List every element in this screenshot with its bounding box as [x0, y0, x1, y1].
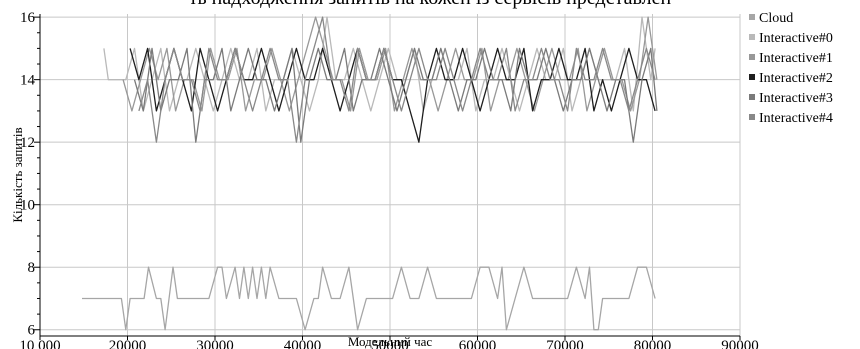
y-tick-label: 12 [20, 135, 35, 151]
y-tick-label: 14 [20, 73, 36, 89]
legend-swatch [749, 54, 755, 60]
legend-label: Interactive#0 [759, 31, 833, 46]
x-tick-label: 50000 [371, 338, 409, 349]
series-line [82, 266, 656, 331]
y-tick-label: 16 [20, 10, 36, 26]
y-axis-title: Кількість запитів [10, 127, 25, 222]
legend-swatch [749, 114, 755, 120]
x-tick-label: 40000 [284, 338, 322, 349]
x-tick-label: 10 000 [19, 338, 60, 349]
legend: Cloud Interactive#0 Interactive#1 Interacti… [749, 11, 833, 126]
legend-swatch [749, 14, 755, 20]
x-axis-title: Модельний час [348, 334, 433, 349]
series-lines [82, 16, 658, 331]
series-line [103, 16, 656, 112]
legend-swatch [749, 94, 755, 100]
x-tick-label: 30000 [196, 338, 234, 349]
x-tick-label: 70000 [546, 338, 584, 349]
x-axis-ticks: 10 000 20000 30000 40000 50000 60000 70000 8000… [19, 336, 759, 349]
series-line [138, 16, 656, 143]
y-axis-ticks: 6 8 10 12 14 16 [20, 10, 40, 339]
x-tick-label: 20000 [109, 338, 147, 349]
y-tick-label: 10 [20, 198, 35, 214]
y-tick-label: 6 [28, 323, 36, 339]
x-tick-label: 80000 [634, 338, 672, 349]
y-tick-label: 8 [28, 260, 36, 276]
x-tick-label: 60000 [459, 338, 497, 349]
legend-swatch [749, 74, 755, 80]
legend-label: Interactive#2 [759, 71, 833, 86]
legend-label: Cloud [759, 11, 793, 26]
legend-label: Interactive#1 [759, 51, 833, 66]
x-tick-label: 90000 [721, 338, 759, 349]
legend-swatch [749, 34, 755, 40]
chart-title: ть надходження запитів на кожен із серві… [189, 0, 672, 9]
legend-label: Interactive#4 [759, 111, 833, 126]
legend-label: Interactive#3 [759, 91, 833, 106]
